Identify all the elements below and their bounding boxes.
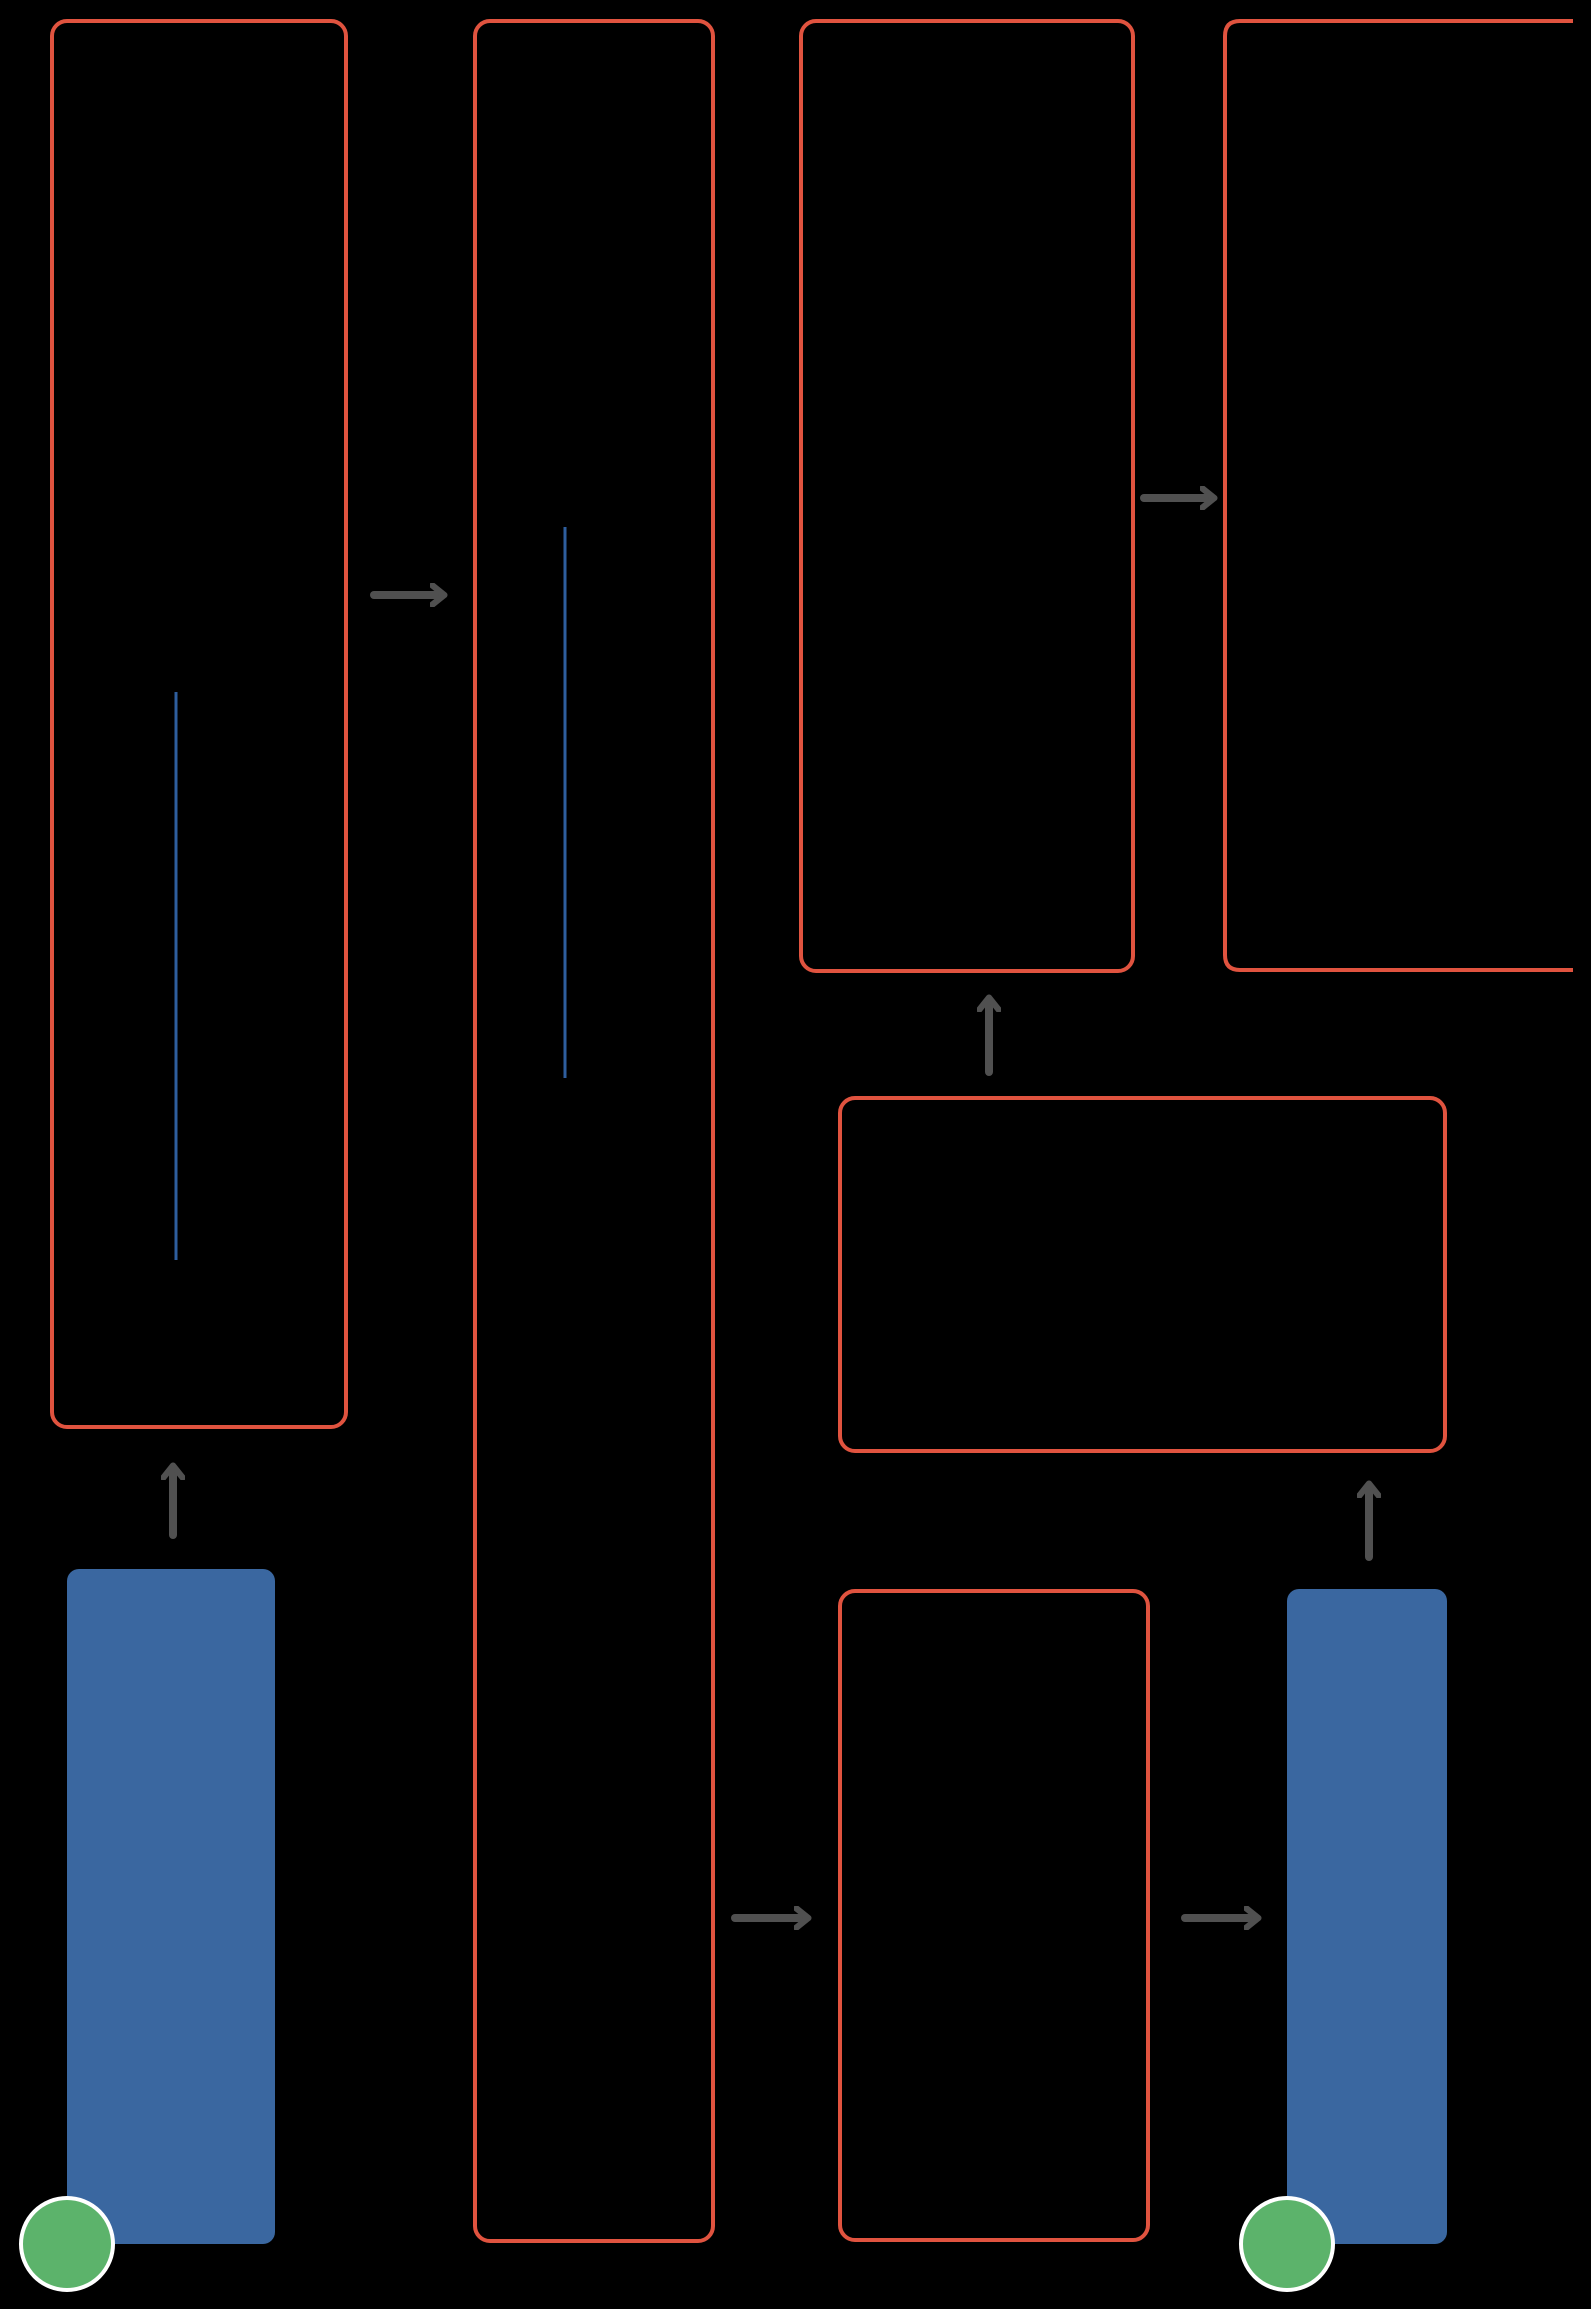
blue-block-left: [67, 1569, 275, 2244]
start-marker-left: [21, 2198, 113, 2290]
start-marker-right: [1241, 2198, 1333, 2290]
blue-block-right: [1287, 1589, 1447, 2244]
